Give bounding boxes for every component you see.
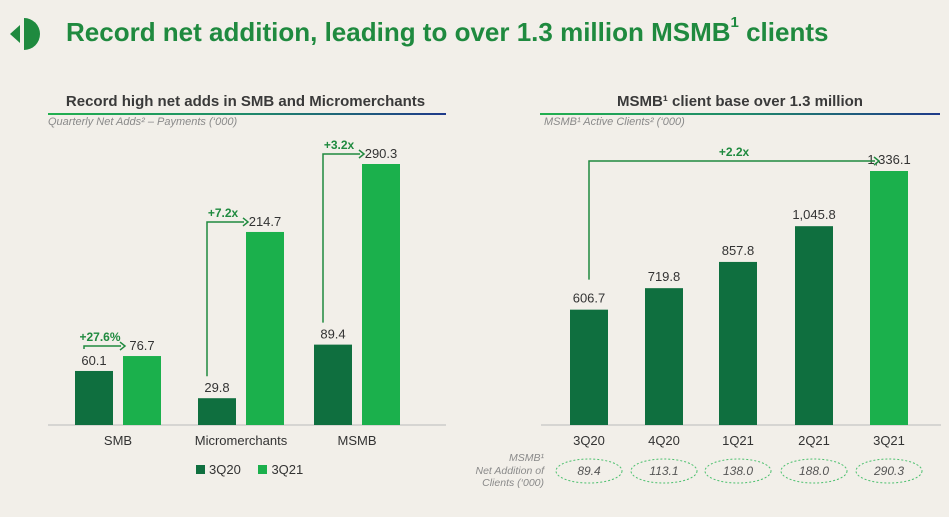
legend: 3Q20 3Q21 xyxy=(196,462,317,477)
growth-arrowhead xyxy=(873,156,881,166)
growth-label-msmb: +3.2x xyxy=(324,138,355,152)
data-label-smb-3q21: 76.7 xyxy=(129,338,154,353)
bar-smb-3q21 xyxy=(123,356,161,425)
data-label-micromerchants-3q21: 214.7 xyxy=(249,214,282,229)
growth-arrow-smb xyxy=(83,345,121,349)
net-add-value-3q20: 89.4 xyxy=(577,464,601,478)
data-label-msmb-3q20: 89.4 xyxy=(320,327,345,342)
data-label-micromerchants-3q20: 29.8 xyxy=(204,380,229,395)
growth-arrow xyxy=(588,160,875,280)
net-add-value-3q21: 290.3 xyxy=(873,464,904,478)
bar-msmb-3q20 xyxy=(314,344,352,425)
net-add-value-2q21: 188.0 xyxy=(799,464,829,478)
right-panel-subtitle: MSMB¹ Active Clients² (‘000) xyxy=(544,116,685,128)
legend-swatch-3q21 xyxy=(258,465,268,475)
bar-3q20 xyxy=(570,309,608,425)
data-label-2q21: 1,045.8 xyxy=(792,207,835,222)
data-label-1q21: 857.8 xyxy=(722,243,755,258)
data-label-smb-3q20: 60.1 xyxy=(81,353,106,368)
bar-micromerchants-3q20 xyxy=(198,398,236,425)
x-tick-micromerchants: Micromerchants xyxy=(195,433,288,448)
bar-2q21 xyxy=(795,226,833,425)
net-add-value-4q20: 113.1 xyxy=(649,464,678,478)
x-tick-1q21: 1Q21 xyxy=(722,433,754,448)
page-title: Record net addition, leading to over 1.3… xyxy=(66,14,829,47)
bar-3q21 xyxy=(870,171,908,425)
net-add-ellipse-2q21 xyxy=(780,458,848,484)
growth-label: +2.2x xyxy=(719,145,750,159)
net-add-value-1q21: 138.0 xyxy=(723,464,753,478)
growth-arrowhead-msmb xyxy=(358,149,366,159)
growth-arrowhead-smb xyxy=(119,341,127,351)
left-panel-title: Record high net adds in SMB and Micromer… xyxy=(65,93,426,110)
growth-arrowhead-micromerchants xyxy=(242,217,250,227)
data-label-3q21: 1,336.1 xyxy=(867,152,910,167)
legend-swatch-3q20 xyxy=(196,465,205,475)
net-add-ellipse-4q20 xyxy=(630,458,698,484)
right-bar-chart: 606.7 3Q20 89.4 719.8 4Q20 113.1 857.8 1Q21 138.… xyxy=(541,145,941,484)
right-panel-divider xyxy=(540,113,940,115)
x-tick-3q21: 3Q21 xyxy=(873,433,905,448)
bar-micromerchants-3q21 xyxy=(246,231,284,425)
x-tick-msmb: MSMB xyxy=(338,433,377,448)
right-panel-title: MSMB¹ client base over 1.3 million xyxy=(617,93,863,110)
data-label-4q20: 719.8 xyxy=(648,269,681,284)
net-add-ellipse-1q21 xyxy=(704,458,772,484)
growth-label-smb: +27.6% xyxy=(79,330,120,344)
left-bar-chart: 60.1 76.7 SMB +27.6% 29.8 214.7 Micromerchants… xyxy=(48,138,446,448)
data-label-3q20: 606.7 xyxy=(573,291,606,306)
left-panel-divider xyxy=(48,113,446,115)
bar-4q20 xyxy=(645,288,683,425)
bar-smb-3q20 xyxy=(75,370,113,425)
x-tick-4q20: 4Q20 xyxy=(648,433,680,448)
bar-1q21 xyxy=(719,261,757,425)
x-tick-2q21: 2Q21 xyxy=(798,433,830,448)
growth-arrow-msmb xyxy=(322,153,360,323)
legend-item-3q21: 3Q21 xyxy=(258,462,303,477)
bar-msmb-3q21 xyxy=(362,164,400,425)
growth-arrow-micromerchants xyxy=(206,221,244,377)
growth-label-micromerchants: +7.2x xyxy=(208,206,239,220)
net-add-ellipse-3q20 xyxy=(555,458,623,484)
legend-item-3q20: 3Q20 xyxy=(196,462,241,477)
data-label-msmb-3q21: 290.3 xyxy=(365,146,398,161)
x-tick-3q20: 3Q20 xyxy=(573,433,605,448)
x-tick-smb: SMB xyxy=(104,433,132,448)
left-panel-subtitle: Quarterly Net Adds² – Payments (‘000) xyxy=(48,116,238,128)
net-add-ellipse-3q21 xyxy=(855,458,923,484)
net-addition-label: MSMB¹ Net Addition of Clients (‘000) xyxy=(475,452,545,489)
logo-icon xyxy=(10,18,40,50)
